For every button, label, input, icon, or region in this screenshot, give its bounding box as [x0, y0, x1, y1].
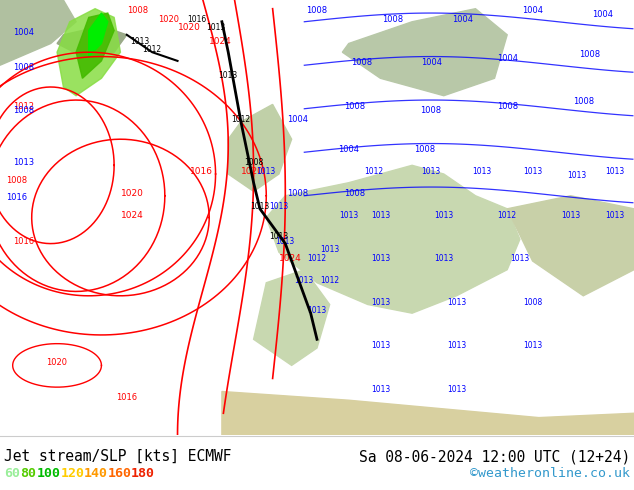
Text: 1016: 1016 [6, 193, 27, 202]
Text: 1013: 1013 [422, 167, 441, 176]
Text: 1004: 1004 [287, 115, 309, 124]
Text: 1013: 1013 [269, 232, 288, 241]
Polygon shape [507, 196, 634, 296]
Text: 1020: 1020 [46, 358, 68, 368]
Text: 1008: 1008 [13, 63, 34, 72]
Text: 1013: 1013 [206, 24, 225, 32]
Text: 1013: 1013 [510, 254, 529, 263]
Text: 1020: 1020 [158, 15, 179, 24]
Text: 120: 120 [60, 467, 84, 480]
Text: 1013: 1013 [371, 385, 390, 393]
Text: 1016: 1016 [116, 393, 138, 402]
Text: 160: 160 [108, 467, 132, 480]
Text: 1008: 1008 [573, 98, 594, 106]
Text: 140: 140 [84, 467, 108, 480]
Text: 1013: 1013 [276, 237, 295, 245]
Text: 1013: 1013 [295, 276, 314, 285]
Text: 1012: 1012 [365, 167, 384, 176]
Text: 1013: 1013 [219, 72, 238, 80]
Text: 1013: 1013 [434, 211, 453, 220]
Text: 1008: 1008 [382, 15, 404, 24]
Text: 1013: 1013 [567, 172, 586, 180]
Text: 1004: 1004 [338, 145, 359, 154]
Text: 1008: 1008 [344, 102, 366, 111]
Text: 1013: 1013 [371, 341, 390, 350]
Polygon shape [254, 270, 330, 366]
Text: 100: 100 [37, 467, 61, 480]
Polygon shape [266, 165, 520, 313]
Text: ©weatheronline.co.uk: ©weatheronline.co.uk [470, 467, 630, 480]
Text: 80: 80 [20, 467, 36, 480]
Text: 1008: 1008 [244, 158, 263, 167]
Polygon shape [0, 0, 76, 65]
Text: 1013: 1013 [447, 385, 466, 393]
Text: 1012: 1012 [320, 276, 339, 285]
Text: 1008: 1008 [523, 297, 542, 307]
Polygon shape [89, 13, 108, 56]
Text: 1004: 1004 [13, 28, 34, 37]
Text: 1013: 1013 [250, 202, 269, 211]
Text: 1013: 1013 [447, 297, 466, 307]
Text: 1020: 1020 [120, 189, 143, 198]
Text: 60: 60 [4, 467, 20, 480]
Polygon shape [222, 392, 634, 435]
Text: 1004: 1004 [522, 6, 543, 15]
Text: 1013: 1013 [434, 254, 453, 263]
Text: Jet stream/SLP [kts] ECMWF: Jet stream/SLP [kts] ECMWF [4, 449, 231, 464]
Text: 1012: 1012 [143, 45, 162, 54]
Text: 1013: 1013 [307, 306, 327, 315]
Text: 1008: 1008 [344, 189, 366, 198]
Text: 1004: 1004 [496, 54, 518, 63]
Text: 1012: 1012 [231, 115, 250, 124]
Text: 1008: 1008 [6, 176, 27, 185]
Polygon shape [342, 9, 507, 96]
Text: 1004: 1004 [420, 58, 442, 67]
Text: 180: 180 [131, 467, 155, 480]
Text: 1024: 1024 [120, 211, 143, 220]
Text: 1013: 1013 [257, 167, 276, 176]
Text: 1013: 1013 [130, 36, 149, 46]
Text: 1024: 1024 [279, 254, 302, 263]
Text: 1012: 1012 [307, 254, 327, 263]
Text: 1013: 1013 [523, 341, 542, 350]
Text: 1008: 1008 [287, 189, 309, 198]
Text: 1013: 1013 [447, 341, 466, 350]
Text: 1016: 1016 [190, 167, 213, 176]
Polygon shape [76, 13, 114, 78]
Text: 1008: 1008 [351, 58, 372, 67]
Text: 1013: 1013 [320, 245, 339, 254]
Text: 1012: 1012 [13, 102, 34, 111]
Text: 1013: 1013 [605, 211, 624, 220]
Text: 1016: 1016 [13, 237, 34, 245]
Text: 1008: 1008 [579, 49, 600, 58]
Text: 1020: 1020 [241, 167, 264, 176]
Text: 1013: 1013 [472, 167, 491, 176]
Text: 1008: 1008 [420, 106, 442, 115]
Polygon shape [57, 26, 127, 56]
Text: 1008: 1008 [127, 6, 148, 15]
Text: 1013: 1013 [371, 297, 390, 307]
Text: 1024: 1024 [209, 36, 232, 46]
Text: 1013: 1013 [269, 202, 288, 211]
Text: 1008: 1008 [496, 102, 518, 111]
Text: 1004: 1004 [592, 10, 613, 20]
Text: 1013: 1013 [371, 254, 390, 263]
Text: 1013: 1013 [605, 167, 624, 176]
Text: 1004: 1004 [452, 15, 474, 24]
Text: 1013: 1013 [339, 211, 358, 220]
Text: 1008: 1008 [13, 106, 34, 115]
Polygon shape [228, 104, 292, 192]
Text: 1020: 1020 [178, 24, 200, 32]
Text: 1013: 1013 [523, 167, 542, 176]
Polygon shape [57, 9, 120, 96]
Text: 1012: 1012 [498, 211, 517, 220]
Text: 1013: 1013 [561, 211, 580, 220]
Text: 1013: 1013 [371, 211, 390, 220]
Text: 1013: 1013 [13, 158, 34, 167]
Text: 1008: 1008 [414, 145, 436, 154]
Text: Sa 08-06-2024 12:00 UTC (12+24): Sa 08-06-2024 12:00 UTC (12+24) [359, 449, 630, 464]
Text: 1016: 1016 [187, 15, 206, 24]
Text: 1008: 1008 [306, 6, 328, 15]
